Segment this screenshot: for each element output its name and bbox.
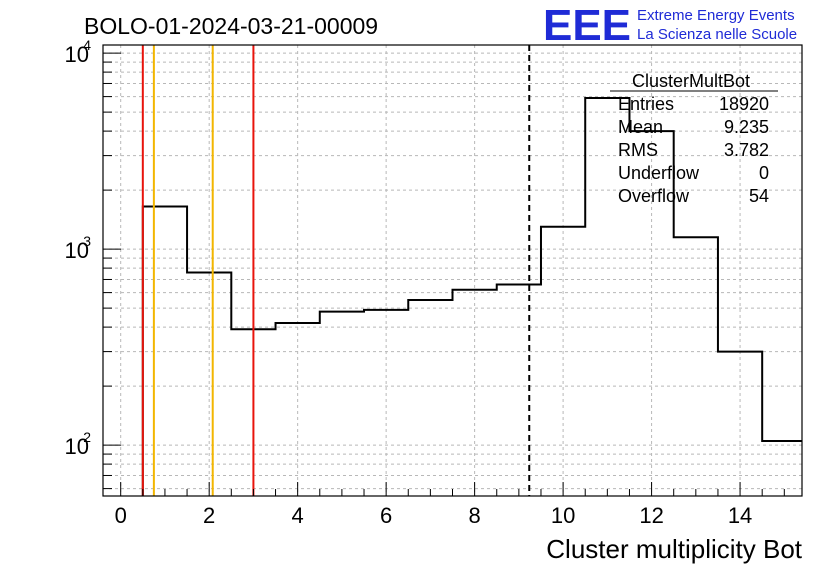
histogram-bin [408, 300, 452, 496]
eee-tagline-1: Extreme Energy Events [637, 7, 795, 24]
run-title: BOLO-01-2024-03-21-00009 [84, 13, 378, 39]
histogram-bin [143, 206, 187, 496]
stats-row-label: RMS [618, 140, 658, 160]
histogram-bin [762, 441, 802, 496]
histogram-bin [453, 290, 497, 496]
stats-row-value: 9.235 [724, 117, 769, 137]
grid-lines [103, 45, 802, 496]
stats-row-label: Mean [618, 117, 663, 137]
y-tick-exponent: 2 [83, 429, 91, 445]
stats-box: ClusterMultBot Entries 18920 Mean 9.235 RMS 3… [610, 71, 778, 206]
x-tick-label: 14 [728, 503, 752, 528]
histogram-bin [674, 237, 718, 496]
stats-row-value: 3.782 [724, 140, 769, 160]
x-tick-label: 8 [468, 503, 480, 528]
eee-tagline-2: La Scienza nelle Scuole [637, 26, 797, 43]
x-tick-label: 2 [203, 503, 215, 528]
histogram-series [141, 97, 802, 496]
x-tick-label: 6 [380, 503, 392, 528]
y-tick-label: 10 [65, 434, 89, 459]
histogram-outline [141, 97, 802, 496]
x-tick-labels: 0 2 4 6 8 10 12 14 [115, 503, 753, 528]
histogram-bin [497, 284, 541, 496]
histogram-bin [541, 227, 585, 496]
x-tick-label: 12 [639, 503, 663, 528]
stats-row-value: 18920 [719, 94, 769, 114]
marker-lines [141, 45, 531, 496]
y-tick-exponent: 4 [83, 37, 91, 53]
x-tick-label: 0 [115, 503, 127, 528]
axis-ticks [103, 52, 785, 496]
y-tick-exponent: 3 [83, 233, 91, 249]
stats-title: ClusterMultBot [632, 71, 750, 91]
stats-row-label: Overflow [618, 186, 690, 206]
eee-logo: EEE [543, 1, 631, 50]
histogram-bin [320, 312, 364, 496]
x-tick-label: 10 [551, 503, 575, 528]
histogram-bin [364, 310, 408, 496]
y-tick-label: 10 [65, 238, 89, 263]
x-axis-title: Cluster multiplicity Bot [546, 534, 803, 564]
stats-rows: Entries 18920 Mean 9.235 RMS 3.782 Underflow 0 O… [618, 94, 769, 206]
x-tick-label: 4 [292, 503, 304, 528]
stats-row-value: 0 [759, 163, 769, 183]
histogram-bin [718, 352, 762, 496]
histogram-bin [187, 272, 231, 496]
y-tick-label: 10 [65, 42, 89, 67]
stats-row-value: 54 [749, 186, 769, 206]
histogram-bin [276, 323, 320, 496]
stats-row-label: Entries [618, 94, 674, 114]
stats-row-label: Underflow [618, 163, 700, 183]
